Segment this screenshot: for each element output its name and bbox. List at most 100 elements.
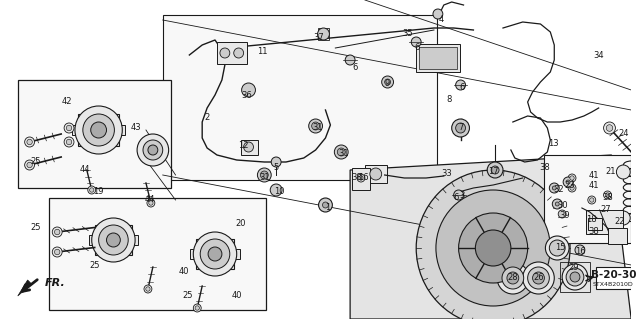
Bar — [78, 114, 119, 146]
Bar — [352, 168, 370, 190]
Bar — [117, 125, 125, 135]
Bar — [141, 142, 164, 158]
Circle shape — [257, 168, 271, 182]
Text: 29: 29 — [569, 263, 579, 272]
Circle shape — [319, 198, 332, 212]
Text: 6: 6 — [459, 84, 464, 93]
Text: 31: 31 — [259, 174, 269, 182]
Bar — [232, 249, 239, 259]
Text: 20: 20 — [236, 219, 246, 228]
Circle shape — [507, 272, 519, 284]
Text: 12: 12 — [238, 142, 249, 151]
Text: 31: 31 — [312, 123, 323, 132]
Circle shape — [75, 106, 122, 154]
Text: 38: 38 — [588, 227, 599, 236]
Circle shape — [27, 139, 32, 145]
Circle shape — [208, 247, 222, 261]
Circle shape — [556, 202, 559, 206]
Circle shape — [589, 198, 594, 202]
Text: 26: 26 — [533, 273, 544, 283]
Text: 11: 11 — [257, 48, 268, 56]
Text: 24: 24 — [618, 130, 628, 138]
Text: 4: 4 — [438, 16, 444, 25]
Circle shape — [345, 55, 355, 65]
Text: 19: 19 — [93, 188, 104, 197]
Text: 2: 2 — [205, 114, 210, 122]
Circle shape — [195, 306, 200, 310]
Bar — [560, 262, 590, 292]
Text: 22: 22 — [614, 218, 625, 226]
Text: 25: 25 — [182, 291, 193, 300]
Circle shape — [193, 304, 201, 312]
Text: 35: 35 — [402, 29, 413, 39]
Polygon shape — [350, 155, 631, 319]
Circle shape — [412, 37, 421, 47]
Text: 1: 1 — [325, 204, 330, 212]
Circle shape — [52, 247, 62, 257]
Circle shape — [64, 137, 74, 147]
Circle shape — [234, 48, 244, 58]
Circle shape — [90, 188, 94, 192]
Text: 6: 6 — [415, 43, 420, 53]
Text: 13: 13 — [548, 139, 559, 149]
Text: FR.: FR. — [44, 278, 65, 288]
Text: 10: 10 — [274, 188, 284, 197]
Circle shape — [27, 162, 32, 168]
Circle shape — [566, 180, 570, 184]
Circle shape — [568, 184, 576, 192]
Circle shape — [67, 139, 72, 145]
Circle shape — [416, 170, 570, 319]
Text: 25: 25 — [90, 261, 100, 270]
Text: 8: 8 — [446, 95, 451, 105]
Bar — [89, 235, 97, 245]
Circle shape — [52, 227, 62, 237]
Circle shape — [558, 210, 566, 218]
Circle shape — [588, 196, 596, 204]
Text: 23: 23 — [564, 181, 575, 189]
Bar — [241, 140, 259, 155]
Text: 36: 36 — [241, 92, 252, 100]
Circle shape — [456, 123, 465, 133]
Circle shape — [54, 229, 60, 235]
Bar — [365, 165, 387, 183]
Circle shape — [381, 76, 394, 88]
Circle shape — [385, 79, 390, 85]
Bar — [607, 228, 627, 244]
Circle shape — [92, 218, 135, 262]
Bar — [130, 235, 138, 245]
Circle shape — [491, 166, 499, 174]
Text: 15: 15 — [555, 242, 566, 251]
Polygon shape — [18, 280, 31, 296]
Bar — [545, 155, 631, 243]
Circle shape — [532, 272, 545, 284]
Bar — [49, 198, 266, 310]
Circle shape — [271, 157, 281, 167]
Circle shape — [616, 211, 630, 225]
Text: B-20-30: B-20-30 — [591, 270, 636, 280]
Text: 38: 38 — [602, 194, 613, 203]
Circle shape — [317, 28, 330, 40]
Circle shape — [25, 160, 35, 170]
Bar — [217, 42, 246, 64]
Circle shape — [242, 83, 255, 97]
Text: 40: 40 — [178, 268, 189, 277]
Circle shape — [552, 186, 556, 190]
Circle shape — [552, 199, 562, 209]
Circle shape — [370, 168, 381, 180]
Text: 43: 43 — [131, 123, 141, 132]
Circle shape — [334, 145, 348, 159]
Circle shape — [143, 140, 163, 160]
Bar — [419, 47, 456, 69]
Circle shape — [436, 190, 550, 306]
Bar — [18, 80, 171, 188]
Text: 37: 37 — [313, 33, 324, 42]
Text: 16: 16 — [358, 174, 368, 182]
Circle shape — [549, 183, 559, 193]
Text: 42: 42 — [62, 98, 72, 107]
Text: 7: 7 — [458, 123, 463, 132]
Circle shape — [527, 267, 549, 289]
Circle shape — [476, 230, 511, 266]
Circle shape — [200, 239, 230, 269]
Bar — [163, 15, 437, 180]
Circle shape — [605, 193, 610, 197]
